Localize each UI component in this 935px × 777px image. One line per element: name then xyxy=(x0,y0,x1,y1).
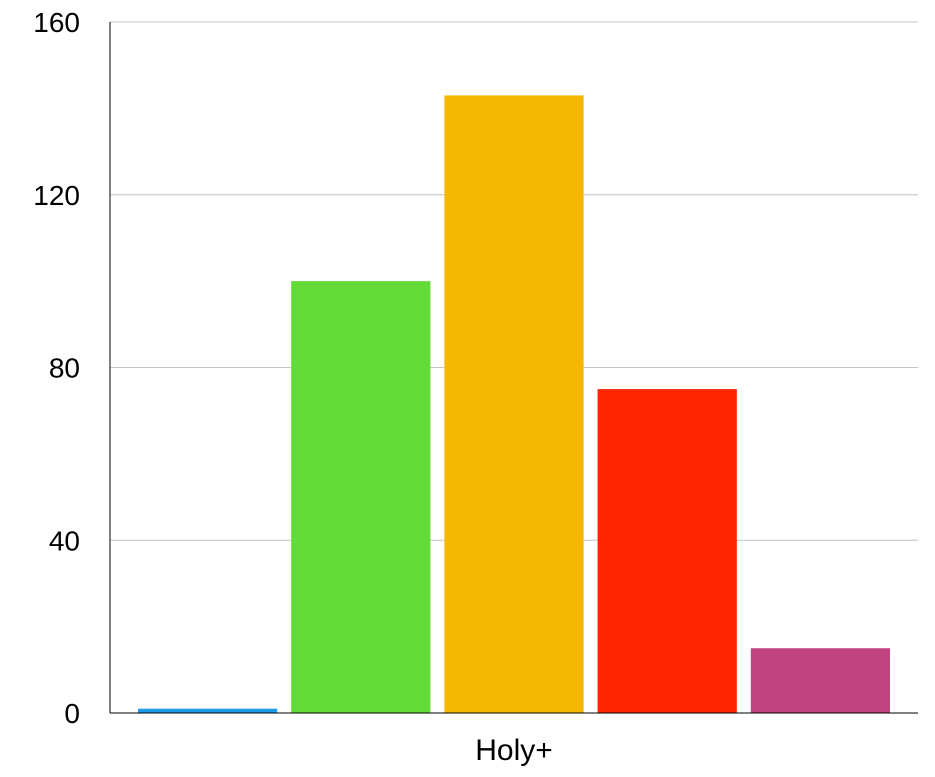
y-tick-labels: 0 40 80 120 160 xyxy=(33,7,80,729)
bar xyxy=(291,281,431,713)
bar xyxy=(750,648,890,713)
x-category-label: Holy+ xyxy=(475,734,553,767)
bar xyxy=(597,389,737,713)
y-tick-label: 160 xyxy=(33,7,80,38)
x-category-labels: Holy+ xyxy=(475,734,553,767)
y-tick-label: 40 xyxy=(49,525,80,556)
bar xyxy=(444,95,584,713)
y-tick-label: 0 xyxy=(64,698,80,729)
bar xyxy=(138,708,278,713)
y-tick-label: 120 xyxy=(33,180,80,211)
y-tick-label: 80 xyxy=(49,353,80,384)
bars xyxy=(138,95,890,713)
